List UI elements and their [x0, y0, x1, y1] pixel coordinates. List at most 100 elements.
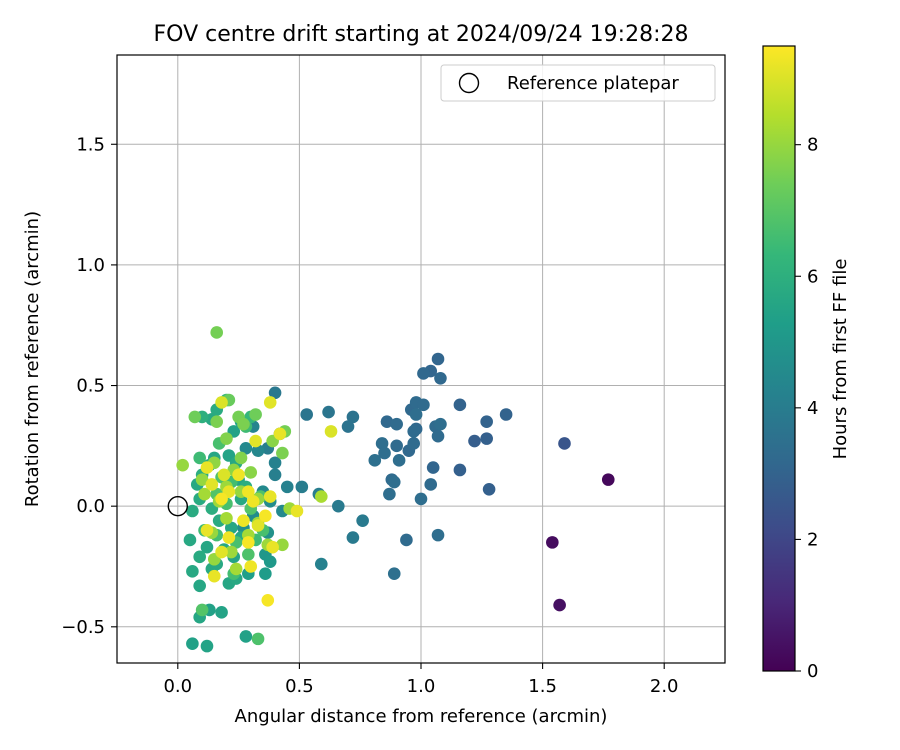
data-point [346, 531, 360, 544]
data-point [417, 367, 430, 380]
data-point [276, 446, 289, 460]
data-point [244, 466, 258, 479]
data-point [434, 417, 447, 431]
data-point [273, 427, 287, 441]
data-point [210, 415, 224, 429]
data-point [176, 458, 189, 472]
x-axis-label: Angular distance from reference (arcmin) [235, 706, 608, 727]
data-point [200, 461, 214, 474]
data-point [186, 637, 199, 650]
y-tick-label: 1.5 [76, 134, 105, 155]
data-point [239, 630, 253, 643]
data-point [246, 495, 260, 508]
data-point [290, 504, 304, 518]
data-point [195, 473, 209, 486]
data-point [356, 514, 369, 527]
data-point [431, 429, 445, 443]
data-point [268, 456, 282, 470]
data-point [295, 480, 309, 494]
x-tick-label: 0.0 [163, 676, 192, 697]
data-point [392, 454, 406, 467]
data-point [480, 432, 493, 445]
data-point [186, 504, 199, 518]
y-tick-label: 1.0 [76, 255, 105, 276]
data-point [251, 444, 265, 457]
data-point [431, 352, 445, 366]
data-point [558, 437, 571, 450]
data-point [263, 490, 277, 503]
x-tick-label: 1.5 [528, 676, 557, 697]
data-point [242, 548, 255, 561]
data-point [387, 567, 401, 581]
data-point [186, 565, 199, 578]
data-point [195, 603, 209, 617]
data-point [215, 545, 228, 559]
data-points [176, 326, 615, 653]
data-point [409, 408, 423, 421]
data-point [407, 437, 421, 450]
colorbar-label: Hours from first FF file [830, 259, 851, 460]
legend-reference-marker [458, 72, 480, 94]
data-point [207, 569, 221, 583]
data-point [210, 326, 224, 339]
data-point [239, 441, 253, 455]
data-point [390, 417, 403, 431]
data-point [417, 398, 430, 412]
x-tick-label: 0.5 [285, 676, 314, 697]
data-point [341, 420, 355, 433]
y-axis-label: Rotation from reference (arcmin) [22, 211, 43, 507]
data-point [249, 434, 262, 448]
data-point [215, 492, 228, 506]
data-point [332, 499, 345, 513]
data-point [251, 519, 265, 532]
data-point [266, 540, 279, 554]
data-point [414, 492, 428, 506]
colorbar-frame [762, 45, 796, 672]
data-point [225, 545, 238, 559]
data-point [383, 487, 396, 501]
data-point [229, 562, 243, 576]
colorbar-tick-label: 4 [807, 398, 818, 419]
data-point [314, 557, 328, 571]
data-point [193, 451, 206, 465]
data-point [259, 509, 272, 523]
data-point [434, 372, 447, 385]
data-point [220, 511, 233, 525]
data-point [188, 410, 202, 424]
data-point [263, 555, 277, 568]
y-tick-label: −0.5 [61, 617, 105, 638]
data-point [400, 533, 413, 547]
colorbar-tick-label: 2 [807, 529, 818, 550]
legend-box [440, 64, 716, 102]
data-point [453, 463, 467, 477]
data-point [268, 386, 282, 400]
colorbar-tick-label: 6 [807, 266, 818, 287]
x-tick-label: 1.0 [407, 676, 436, 697]
data-point [222, 531, 236, 544]
data-point [193, 550, 206, 564]
data-point [249, 408, 262, 421]
data-point [407, 425, 421, 438]
data-point [242, 485, 255, 498]
data-point [193, 579, 206, 593]
grid-lines [117, 55, 725, 663]
colorbar-tick-label: 0 [807, 661, 818, 682]
data-point [232, 468, 245, 482]
x-tick-label: 2.0 [650, 676, 679, 697]
data-point [237, 417, 250, 431]
data-point [183, 533, 197, 547]
data-point [217, 468, 231, 482]
data-point [546, 536, 559, 549]
data-point [346, 410, 360, 424]
colorbar-fill [763, 46, 795, 671]
data-point [237, 514, 250, 527]
data-point [390, 439, 403, 453]
data-point [387, 475, 401, 489]
data-point [375, 437, 389, 450]
data-point [601, 473, 615, 486]
data-point [225, 521, 238, 535]
y-axis-ticks: −0.5 0.0 0.5 1.0 1.5 [61, 134, 117, 638]
data-point [215, 396, 228, 409]
data-point [200, 524, 214, 537]
